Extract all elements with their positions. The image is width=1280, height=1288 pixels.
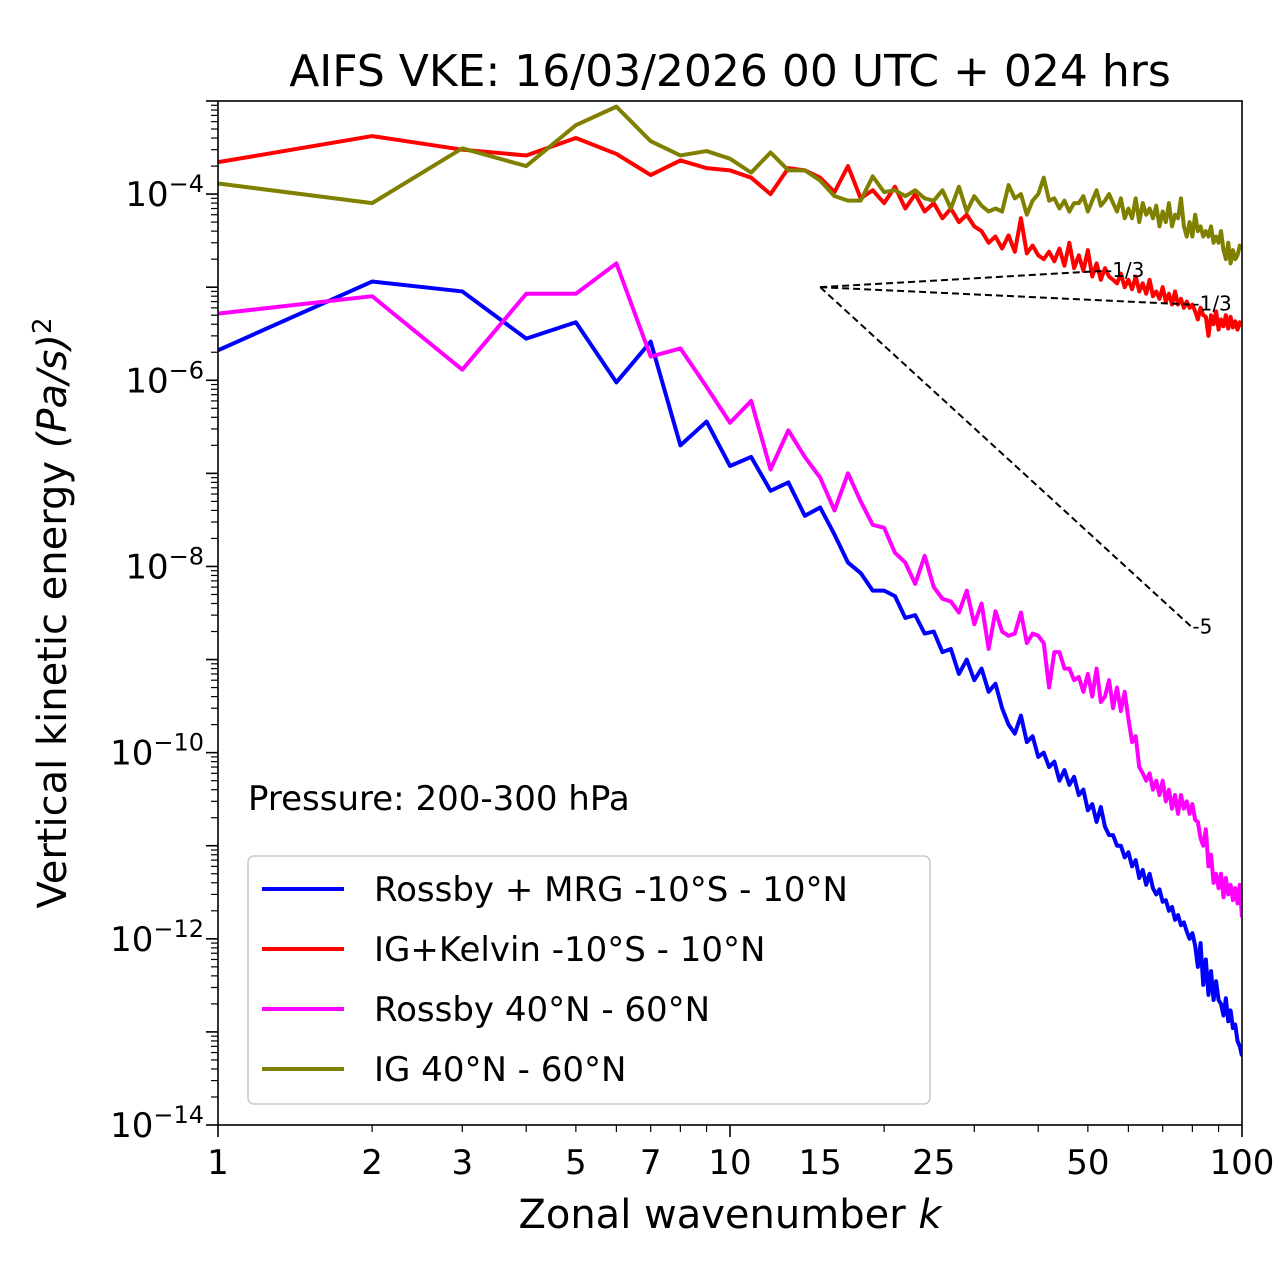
series-layer [218, 104, 1242, 1057]
reference-line-1 [820, 269, 1106, 289]
reference-line-3 [819, 286, 1194, 629]
x-tick-label: 3 [451, 1143, 473, 1183]
legend-label-1: Rossby + MRG -10°S - 10°N [374, 870, 848, 910]
reference-line-label-2: -1/3 [1192, 292, 1231, 316]
x-tick-label: 2 [361, 1143, 383, 1183]
y-axis-label-exponent: 2 [28, 318, 58, 335]
y-tick-label: 10−6 [125, 356, 204, 401]
y-axis-ticks: 10−4 10−6 10−8 10−10 10−12 10−14 [110, 100, 218, 1146]
x-tick-label: 5 [565, 1143, 587, 1183]
y-tick-label: 10−14 [110, 1101, 204, 1146]
legend-label-4: IG 40°N - 60°N [374, 1050, 626, 1090]
reference-line-2 [820, 286, 1193, 306]
y-tick-label: 10−10 [110, 729, 204, 774]
series-line-4 [218, 104, 1242, 266]
chart-title: AIFS VKE: 16/03/2026 00 UTC + 024 hrs [289, 46, 1171, 97]
legend: Rossby + MRG -10°S - 10°N IG+Kelvin -10°S… [247, 855, 931, 1105]
y-tick-label: 10−8 [125, 542, 204, 587]
x-axis-ticks: 1 2 3 5 7 10 15 25 50 100 [207, 1125, 1274, 1183]
y-axis-label: Vertical kinetic energy (Pa/s)2 [28, 318, 76, 909]
reference-slope-lines: -1/3 -1/3 -5 [819, 258, 1232, 639]
series-line-3 [218, 261, 1242, 918]
y-tick-label: 10−12 [110, 915, 204, 960]
y-axis-label-text: Vertical kinetic energy [30, 448, 76, 908]
reference-line-label-1: -1/3 [1105, 258, 1144, 282]
pressure-annotation: Pressure: 200-300 hPa [248, 779, 630, 819]
x-tick-label: 25 [912, 1143, 955, 1183]
y-tick-label: 10−4 [125, 170, 204, 215]
legend-box [247, 855, 931, 1105]
x-tick-label: 100 [1210, 1143, 1275, 1183]
x-axis-label-text: Zonal wavenumber [518, 1192, 918, 1238]
x-axis-label-variable: k [918, 1192, 943, 1238]
series-line-2 [218, 134, 1242, 338]
x-tick-label: 50 [1066, 1143, 1109, 1183]
series-line-1 [218, 279, 1242, 1057]
x-axis-label: Zonal wavenumber k [518, 1192, 943, 1238]
x-tick-label: 15 [799, 1143, 842, 1183]
legend-label-3: Rossby 40°N - 60°N [374, 990, 710, 1030]
x-tick-label: 7 [640, 1143, 662, 1183]
x-tick-label: 10 [708, 1143, 751, 1183]
x-tick-label: 1 [207, 1143, 229, 1183]
reference-line-label-3: -5 [1192, 615, 1212, 639]
y-axis-label-unit: (Pa/s) [30, 334, 76, 448]
legend-label-2: IG+Kelvin -10°S - 10°N [374, 930, 765, 970]
